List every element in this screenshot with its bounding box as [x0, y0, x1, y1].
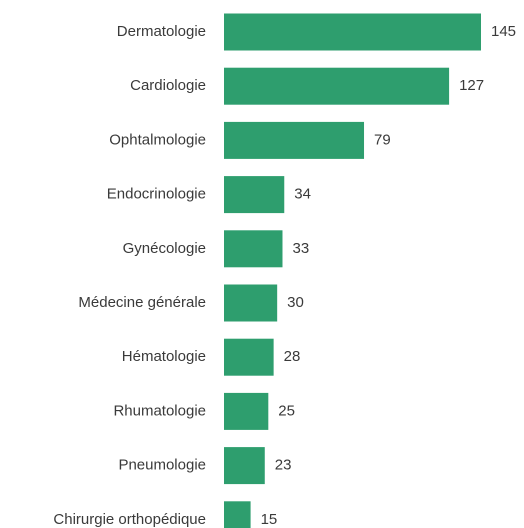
category-label: Pneumologie	[118, 457, 206, 474]
value-label: 28	[284, 348, 301, 365]
value-label: 25	[278, 402, 295, 419]
category-label: Chirurgie orthopédique	[53, 511, 206, 528]
bar-6	[224, 338, 274, 376]
value-label: 127	[459, 77, 484, 94]
bar-4	[224, 230, 283, 268]
category-label: Médecine générale	[78, 294, 206, 311]
value-label: 33	[292, 240, 309, 257]
bar-2	[224, 121, 365, 159]
value-label: 34	[294, 186, 311, 203]
bar-5	[224, 284, 278, 322]
category-label: Dermatologie	[117, 23, 206, 40]
category-label: Endocrinologie	[107, 186, 206, 203]
value-label: 15	[261, 511, 278, 528]
bar-3	[224, 176, 285, 214]
category-label: Cardiologie	[130, 77, 206, 94]
value-label: 79	[374, 131, 391, 148]
category-label: Rhumatologie	[113, 402, 206, 419]
category-label: Hématologie	[122, 348, 206, 365]
value-label: 30	[287, 294, 304, 311]
bar-0	[224, 13, 481, 51]
category-label: Ophtalmologie	[109, 131, 206, 148]
value-label: 23	[275, 457, 292, 474]
value-label: 145	[491, 23, 516, 40]
bar-1	[224, 67, 450, 105]
bar-9	[224, 501, 251, 528]
bar-7	[224, 392, 269, 430]
category-label: Gynécologie	[123, 240, 206, 257]
bar-8	[224, 447, 265, 485]
